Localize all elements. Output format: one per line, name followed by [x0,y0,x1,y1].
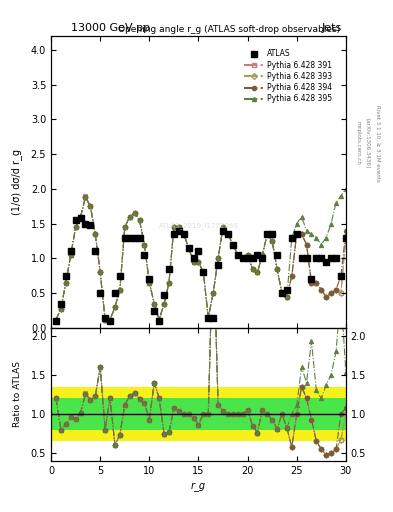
Text: [arXiv:1306.3436]: [arXiv:1306.3436] [365,118,370,168]
Y-axis label: (1/σ) dσ/d r_g: (1/σ) dσ/d r_g [11,149,22,215]
X-axis label: r_g: r_g [191,481,206,491]
Legend: ATLAS, Pythia 6.428 391, Pythia 6.428 393, Pythia 6.428 394, Pythia 6.428 395: ATLAS, Pythia 6.428 391, Pythia 6.428 39… [241,46,336,108]
Text: Opening angle r_g (ATLAS soft-drop observables): Opening angle r_g (ATLAS soft-drop obser… [118,25,340,34]
Text: mcplots.cern.ch: mcplots.cern.ch [355,121,360,165]
Y-axis label: Ratio to ATLAS: Ratio to ATLAS [13,361,22,428]
Text: Rivet 3.1.10, ≥ 3.1M events: Rivet 3.1.10, ≥ 3.1M events [375,105,380,182]
Text: ATLAS_2019_I1772068: ATLAS_2019_I1772068 [158,222,239,229]
Text: Jets: Jets [321,23,342,33]
Text: 13000 GeV pp: 13000 GeV pp [71,23,150,33]
